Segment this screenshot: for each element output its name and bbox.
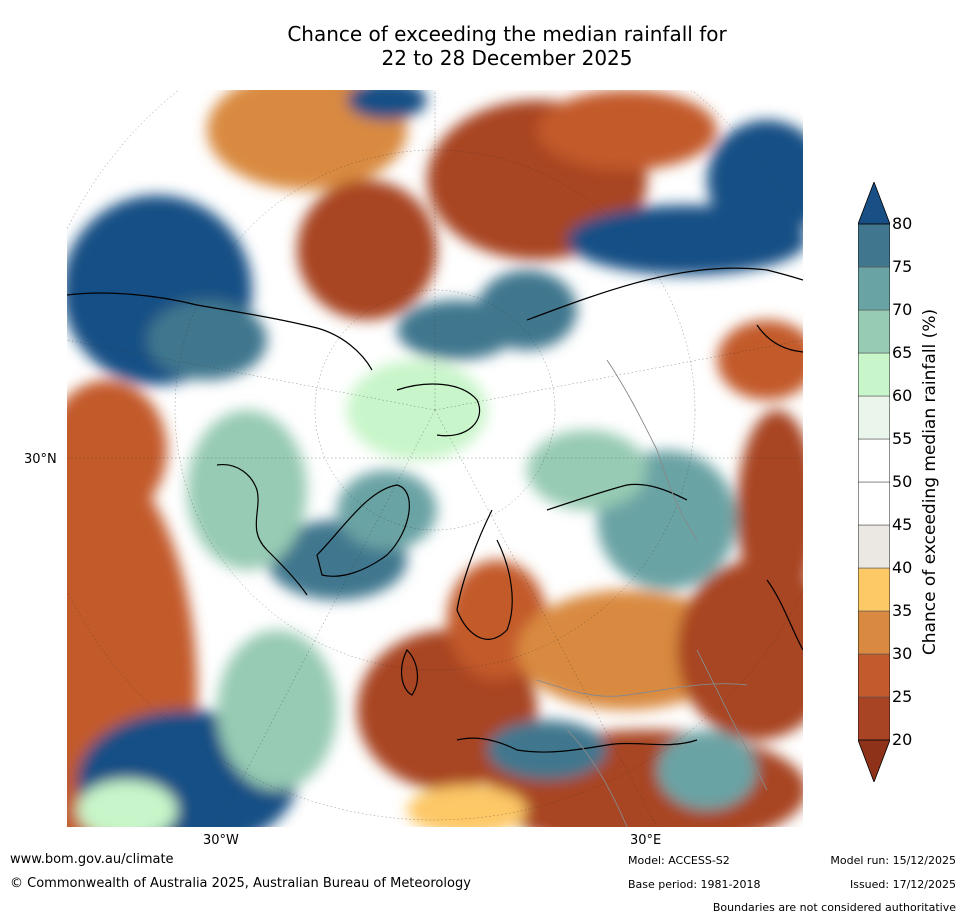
- colorbar-band: [858, 223, 890, 268]
- colorbar-tick-label: 20: [892, 730, 913, 749]
- colorbar-tick-label: 75: [892, 257, 913, 276]
- issued-date: Issued: 17/12/2025: [849, 878, 956, 891]
- base-period: Base period: 1981-2018: [628, 878, 761, 891]
- latitude-label-30n: 30°N: [24, 452, 57, 467]
- colorbar-tick-label: 30: [892, 644, 913, 663]
- longitude-label-30w: 30°W: [203, 833, 239, 848]
- colorbar-band: [858, 524, 890, 569]
- country-borders: [536, 359, 768, 827]
- title-line-2: 22 to 28 December 2025: [381, 46, 633, 70]
- colorbar-tick-label: 80: [892, 214, 913, 233]
- website-link[interactable]: www.bom.gov.au/climate: [10, 852, 174, 867]
- boundaries-disclaimer: Boundaries are not considered authoritat…: [712, 901, 956, 914]
- copyright-text: © Commonwealth of Australia 2025, Austra…: [10, 876, 471, 891]
- colorbar-band: [858, 481, 890, 526]
- probability-field: [67, 90, 803, 827]
- colorbar-extension-low: [858, 739, 890, 782]
- colorbar-label: Chance of exceeding median rainfall (%): [920, 308, 940, 656]
- map-title: Chance of exceeding the median rainfall …: [0, 22, 965, 70]
- colorbar-tick-label: 45: [892, 515, 913, 534]
- colorbar-band: [858, 309, 890, 354]
- colorbar-band: [858, 696, 890, 741]
- graticule: [67, 90, 803, 827]
- colorbar-tick-label: 55: [892, 429, 913, 448]
- colorbar-tick-label: 35: [892, 601, 913, 620]
- colorbar-band: [858, 395, 890, 440]
- colorbar-tick-label: 25: [892, 687, 913, 706]
- colorbar-band: [858, 610, 890, 655]
- colorbar-tick-label: 70: [892, 300, 913, 319]
- colorbar-band: [858, 438, 890, 483]
- map-canvas: [67, 90, 803, 827]
- colorbar: [858, 182, 890, 782]
- longitude-label-30e: 30°E: [630, 833, 662, 848]
- colorbar-extension-high: [858, 182, 890, 225]
- rainfall-map[interactable]: [67, 90, 803, 827]
- colorbar-tick-label: 65: [892, 343, 913, 362]
- model-run-date: Model run: 15/12/2025: [830, 854, 956, 867]
- colorbar-band: [858, 653, 890, 698]
- title-line-1: Chance of exceeding the median rainfall …: [287, 22, 727, 46]
- colorbar-tick-label: 40: [892, 558, 913, 577]
- colorbar-frame: [858, 223, 890, 741]
- coastlines: [67, 267, 803, 753]
- colorbar-tick-label: 50: [892, 472, 913, 491]
- colorbar-band: [858, 266, 890, 311]
- colorbar-tick-label: 60: [892, 386, 913, 405]
- colorbar-band: [858, 352, 890, 397]
- colorbar-band: [858, 567, 890, 612]
- model-name: Model: ACCESS-S2: [628, 854, 730, 867]
